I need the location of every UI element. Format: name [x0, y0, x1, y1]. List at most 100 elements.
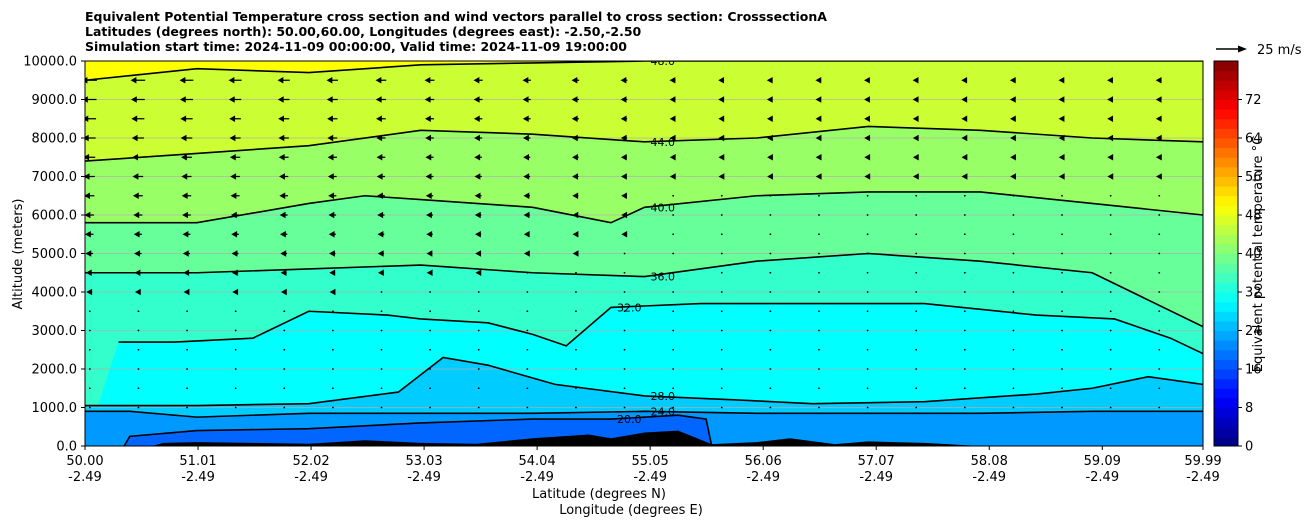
- contour-label-28: 28.0: [651, 390, 676, 403]
- contour-label-24: 24.0: [651, 405, 676, 418]
- y-tick-label-8: 8000.0: [32, 132, 78, 147]
- wind-vector: [280, 269, 287, 276]
- wind-vector: [669, 96, 676, 103]
- wind-vector: [623, 368, 626, 370]
- wind-vector: [186, 329, 188, 332]
- wind-vector: [137, 329, 140, 332]
- wind-vector: [961, 115, 968, 122]
- wind-vector: [864, 115, 870, 122]
- wind-vector: [280, 288, 287, 296]
- wind-vector: [134, 288, 141, 296]
- wind-vector: [720, 194, 723, 197]
- wind-vector: [818, 233, 820, 236]
- wind-vector: [132, 173, 144, 180]
- wind-vector: [477, 348, 480, 351]
- colorbar-tick-label-5: 40: [1245, 247, 1262, 262]
- wind-vector: [720, 233, 723, 236]
- x-tick-label-lon-7: -2.49: [859, 470, 893, 485]
- colorbar-tick-label-0: 0: [1245, 440, 1253, 455]
- wind-vector: [818, 291, 820, 293]
- wind-vector: [1155, 134, 1162, 142]
- wind-vector: [1109, 387, 1112, 390]
- wind-vector: [228, 96, 242, 103]
- wind-vector: [473, 77, 483, 84]
- wind-vector: [475, 250, 482, 257]
- contour-line-20: [123, 414, 713, 446]
- x-tick-label-lat-1: 51.01: [179, 454, 216, 469]
- wind-vector: [575, 368, 577, 370]
- wind-vector: [1155, 96, 1162, 103]
- wind-vector: [1107, 96, 1113, 103]
- wind-vector: [766, 115, 773, 122]
- wind-vector: [672, 194, 675, 197]
- wind-vector: [818, 329, 820, 332]
- wind-vector: [474, 192, 482, 199]
- colorbar-segment: [1214, 436, 1238, 447]
- wind-vector: [329, 269, 336, 276]
- wind-vector: [229, 115, 241, 122]
- x-tick-label-lon-6: -2.49: [746, 470, 780, 485]
- wind-vector: [818, 194, 820, 197]
- wind-vector: [429, 291, 432, 293]
- wind-vector: [866, 406, 869, 409]
- wind-vector: [425, 192, 434, 199]
- contour-line-48: [85, 61, 1203, 82]
- wind-vector: [718, 173, 725, 180]
- x-tick-label-lat-0: 50.00: [66, 454, 103, 469]
- wind-vector: [621, 173, 627, 180]
- wind-vector: [769, 348, 772, 351]
- colorbar-segment: [1214, 224, 1238, 235]
- wind-vector: [915, 214, 918, 216]
- wind-vector: [866, 329, 869, 332]
- terrain-layer: [118, 430, 981, 446]
- colorbar-segment: [1214, 349, 1238, 360]
- wind-vector: [672, 348, 675, 351]
- x-axis-label-lon: Longitude (degrees E): [559, 503, 703, 518]
- wind-vector: [620, 115, 628, 122]
- wind-vector: [672, 329, 675, 332]
- wind-vector: [1058, 173, 1065, 180]
- colorbar-tick-label-4: 32: [1245, 286, 1262, 301]
- wind-vector: [769, 271, 772, 274]
- contour-label-40: 40.0: [651, 201, 676, 214]
- wind-vector: [767, 154, 773, 161]
- wind-vector: [961, 77, 968, 84]
- wind-vector: [1010, 154, 1016, 161]
- wind-vector: [426, 269, 433, 276]
- wind-vector: [669, 77, 676, 84]
- axes-layer: 0.0 1000.0 2000.0 3000.0 4000.0 5000.0 6000.0 7…: [23, 55, 1221, 486]
- wind-vector: [815, 96, 822, 103]
- wind-vector: [1012, 387, 1015, 390]
- wind-vector: [866, 310, 869, 313]
- x-tick-label-lon-3: -2.49: [407, 470, 441, 485]
- wind-vector: [818, 252, 820, 255]
- wind-vector: [234, 348, 237, 351]
- wind-vector: [963, 387, 966, 390]
- wind-vector: [526, 406, 529, 409]
- wind-vector: [137, 368, 140, 370]
- wind-vector: [1012, 406, 1015, 409]
- wind-vector: [915, 310, 918, 313]
- wind-vector: [720, 406, 723, 409]
- colorbar-segment: [1214, 417, 1238, 428]
- wind-vector: [961, 96, 968, 103]
- wind-vector: [332, 329, 334, 332]
- wind-vector: [377, 250, 385, 257]
- colorbar-segment: [1214, 311, 1238, 322]
- wind-vector: [961, 154, 968, 161]
- wind-vector: [380, 291, 383, 293]
- wind-vector: [375, 96, 387, 103]
- wind-vector: [425, 154, 434, 161]
- wind-vector: [1158, 214, 1161, 216]
- wind-vector: [375, 77, 387, 84]
- wind-vector: [915, 329, 918, 332]
- wind-vector: [88, 348, 91, 351]
- wind-vector: [279, 211, 288, 219]
- wind-vector: [1158, 348, 1161, 351]
- wind-vector: [1061, 291, 1063, 293]
- wind-vector: [327, 173, 337, 180]
- contour-layer: 20.0 24.0 28.0 32.0 36.0 40.0 44.0 48.0: [85, 61, 1203, 446]
- wind-vector: [718, 115, 725, 122]
- colorbar-segment: [1214, 234, 1238, 245]
